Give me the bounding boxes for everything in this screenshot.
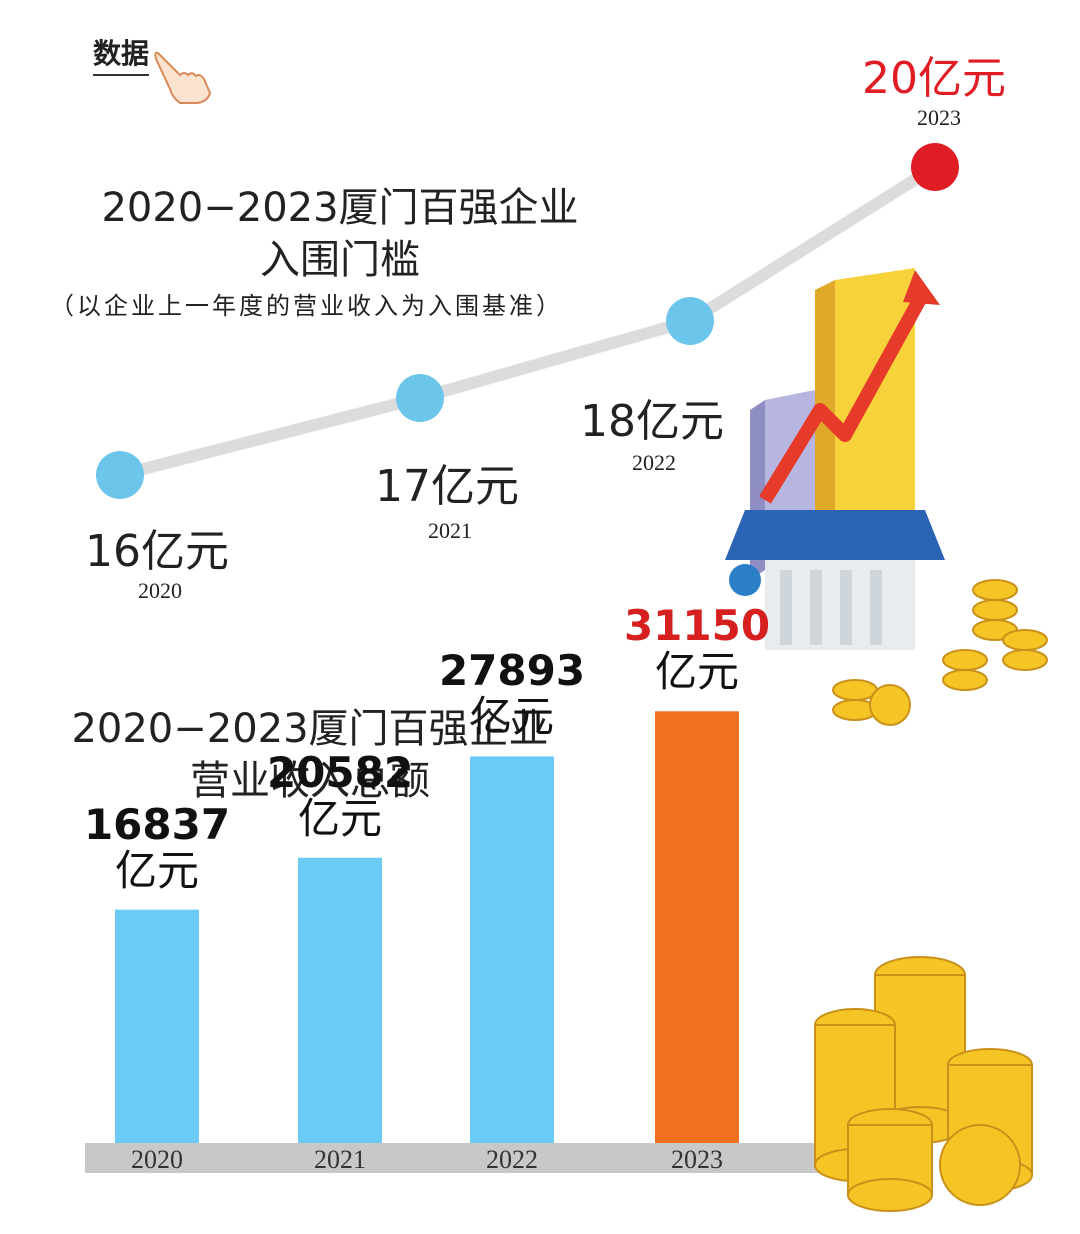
bar-year-label-2021: 2021 [314,1145,366,1174]
line-year-label-2022: 2022 [632,450,676,475]
finance-illustration [725,268,1048,726]
line-chart-title-line-2: 入围门槛 [260,237,420,283]
bar-year-label-2022: 2022 [486,1145,538,1174]
line-year-label-2023: 2023 [917,105,961,130]
bar-value-label-2023: 31150 亿元 [617,603,777,695]
line-chart-title-line-1: 2020−2023厦门百强企业 [101,185,579,231]
bar-2023 [655,711,739,1143]
bar-value-unit: 亿元 [469,692,554,742]
section-tag: 数据 [93,32,150,76]
bar-chart-title: 2020−2023厦门百强企业 营业收入总额 [40,703,580,807]
bar-value-number: 16837 [83,799,231,849]
line-year-label-2021: 2021 [428,518,472,543]
bar-value-number: 27893 [438,646,586,696]
line-point-2022 [666,297,714,345]
bar-chart-title-line-2: 营业收入总额 [190,758,430,804]
line-point-2020 [96,451,144,499]
bar-value-unit: 亿元 [114,845,199,895]
line-value-label-2020: 16亿元 [85,526,229,577]
bar-value-label-2021: 20582 亿元 [260,747,420,843]
line-value-label-2023: 20亿元 [862,53,1006,104]
pointing-hand-icon [154,51,212,104]
bar-2022 [470,756,554,1143]
line-chart-subtitle: （以企业上一年度的营业收入为入围基准） [50,292,563,320]
coin-stacks-illustration [814,956,1033,1212]
bar-value-label-2022: 27893 亿元 [432,648,592,740]
bar-value-number: 20582 [266,747,414,797]
line-series [114,161,941,481]
line-value-label-2021: 17亿元 [375,461,519,512]
bar-year-label-2023: 2023 [671,1145,723,1174]
bar-2020 [115,909,199,1143]
bar-year-label-2020: 2020 [131,1145,183,1174]
line-point-2021 [396,374,444,422]
line-point-2023 [911,143,959,191]
bar-value-label-2020: 16837 亿元 [77,799,237,895]
bar-chart-title-line-1: 2020−2023厦门百强企业 [71,706,549,752]
bar-2021 [298,857,382,1143]
line-chart-title: 2020−2023厦门百强企业 入围门槛 [70,182,610,286]
bar-value-unit: 亿元 [654,647,739,697]
bar-value-number: 31150 [623,601,771,651]
bar-value-unit: 亿元 [297,793,382,843]
line-year-label-2020: 2020 [138,578,182,603]
line-value-label-2022: 18亿元 [580,396,724,447]
bar-axis [85,1143,820,1173]
